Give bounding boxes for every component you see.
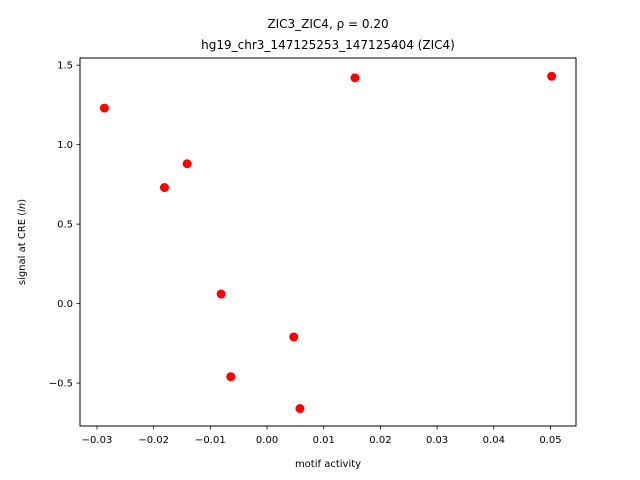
x-tick-label: 0.03 [426, 435, 448, 446]
x-tick-label: 0.05 [539, 435, 561, 446]
x-tick-label: 0.02 [369, 435, 391, 446]
chart-title-line2: hg19_chr3_147125253_147125404 (ZIC4) [201, 38, 455, 52]
data-point [159, 183, 169, 193]
chart-title-line1: ZIC3_ZIC4, ρ = 0.20 [267, 17, 388, 31]
x-tick-label: −0.02 [138, 435, 169, 446]
plot-area: −0.03 −0.02 −0.01 0.00 0.01 0.02 0.03 0.04 0.05 −… [49, 61, 562, 446]
y-tick-label: 1.0 [57, 140, 73, 151]
data-point [226, 372, 236, 382]
y-axis-label: signal at CRE (ln) [17, 199, 28, 285]
data-point [350, 73, 360, 83]
data-point [547, 71, 557, 81]
x-axis-label: motif activity [295, 459, 361, 470]
y-tick-label: 1.5 [57, 61, 73, 72]
y-tick-label: −0.5 [49, 379, 73, 390]
y-axis-label-variable: ln [17, 203, 28, 212]
data-point [216, 289, 226, 299]
x-tick-label: 0.00 [256, 435, 278, 446]
y-tick-label: 0.0 [57, 299, 73, 310]
data-point [289, 332, 299, 342]
y-axis-label-suffix: ) [17, 199, 28, 203]
data-point [295, 404, 305, 414]
data-point [182, 159, 192, 169]
x-tick-label: 0.04 [483, 435, 505, 446]
y-tick-label: 0.5 [57, 220, 73, 231]
x-tick-label: −0.01 [195, 435, 226, 446]
y-axis-label-prefix: signal at CRE ( [17, 212, 28, 285]
x-tick-label: −0.03 [82, 435, 113, 446]
x-tick-label: 0.01 [313, 435, 335, 446]
axes-frame [79, 57, 577, 427]
data-point [99, 103, 109, 113]
